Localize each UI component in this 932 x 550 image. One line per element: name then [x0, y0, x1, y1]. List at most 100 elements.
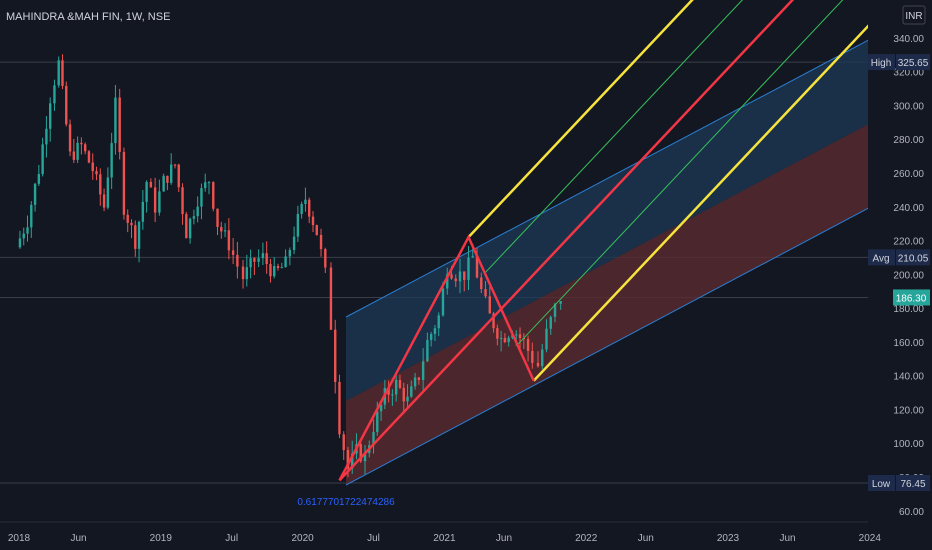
candle[interactable] — [68, 124, 72, 152]
channel-upper-line[interactable] — [345, 28, 892, 318]
candle[interactable] — [507, 337, 510, 343]
candle[interactable] — [437, 315, 440, 329]
level-name-tag[interactable] — [868, 474, 895, 491]
candle[interactable] — [95, 171, 98, 175]
candle[interactable] — [526, 338, 530, 351]
candle[interactable] — [273, 266, 276, 277]
candle[interactable] — [204, 182, 207, 189]
candle[interactable] — [284, 256, 287, 268]
candle[interactable] — [137, 221, 141, 249]
candle[interactable] — [531, 350, 534, 363]
candle[interactable] — [484, 289, 487, 297]
candle[interactable] — [130, 222, 133, 226]
candle[interactable] — [245, 267, 249, 280]
candle[interactable] — [223, 230, 227, 232]
candle[interactable] — [413, 377, 417, 387]
candle[interactable] — [541, 349, 544, 367]
candle[interactable] — [280, 267, 284, 269]
candle[interactable] — [122, 151, 126, 215]
candle[interactable] — [515, 334, 518, 336]
candle[interactable] — [99, 174, 102, 195]
level-name-tag[interactable] — [868, 249, 895, 266]
candle[interactable] — [76, 142, 79, 160]
candle[interactable] — [471, 256, 474, 258]
candle[interactable] — [33, 183, 37, 205]
candle[interactable] — [450, 274, 453, 279]
candle[interactable] — [342, 434, 345, 451]
candle[interactable] — [253, 258, 256, 262]
candle[interactable] — [398, 379, 402, 388]
candle[interactable] — [402, 387, 405, 402]
candle[interactable] — [363, 452, 367, 462]
candle[interactable] — [261, 253, 265, 259]
candle[interactable] — [153, 187, 157, 213]
candle[interactable] — [65, 85, 68, 125]
pitchfork-median-line[interactable] — [338, 0, 932, 482]
candle[interactable] — [429, 334, 433, 340]
candle[interactable] — [173, 164, 177, 166]
candle[interactable] — [106, 177, 110, 208]
candle[interactable] — [110, 143, 113, 178]
candle[interactable] — [338, 381, 341, 435]
candle[interactable] — [149, 181, 153, 188]
last-price-tag[interactable] — [893, 289, 930, 306]
candle[interactable] — [18, 238, 22, 248]
candle[interactable] — [196, 206, 199, 217]
candle[interactable] — [421, 361, 425, 380]
candle[interactable] — [379, 404, 383, 412]
candle[interactable] — [83, 144, 87, 152]
candle[interactable] — [441, 288, 445, 316]
candle[interactable] — [87, 151, 91, 163]
candle[interactable] — [192, 216, 196, 219]
candle[interactable] — [249, 258, 252, 268]
candle[interactable] — [48, 103, 52, 129]
candle[interactable] — [334, 329, 337, 382]
level-value-tag[interactable] — [896, 54, 930, 71]
candle[interactable] — [480, 277, 483, 290]
candle[interactable] — [265, 253, 268, 265]
candle[interactable] — [177, 164, 180, 188]
candle[interactable] — [426, 339, 429, 362]
candle[interactable] — [311, 216, 315, 226]
candle[interactable] — [118, 97, 121, 152]
candle[interactable] — [410, 386, 413, 397]
candle[interactable] — [351, 453, 354, 469]
candle[interactable] — [499, 337, 503, 339]
candle[interactable] — [207, 182, 211, 184]
candle[interactable] — [91, 162, 94, 172]
pitchfork-inner-lower-line[interactable] — [517, 0, 932, 346]
candle[interactable] — [276, 266, 280, 268]
candle[interactable] — [559, 301, 562, 304]
candle[interactable] — [134, 225, 137, 249]
candle[interactable] — [458, 271, 462, 282]
candle[interactable] — [185, 214, 188, 239]
candle[interactable] — [72, 151, 76, 160]
candle[interactable] — [488, 296, 491, 314]
time-axis[interactable]: 2018 Jun 2019 Jul 2020 Jul 2021 Jun 2022 Jun 2023 J… — [0, 521, 881, 550]
level-name-tag[interactable] — [868, 54, 895, 71]
candle[interactable] — [315, 225, 318, 235]
candle[interactable] — [300, 203, 303, 214]
candle[interactable] — [308, 199, 311, 217]
channel-lower-line[interactable] — [345, 196, 892, 486]
candle[interactable] — [158, 191, 161, 213]
candle[interactable] — [220, 226, 223, 232]
pitchfork-lower-line[interactable] — [532, 0, 932, 382]
level-value-tag[interactable] — [896, 249, 930, 266]
candle[interactable] — [545, 328, 548, 350]
candle[interactable] — [463, 271, 466, 280]
candle[interactable] — [45, 128, 48, 145]
candle[interactable] — [57, 60, 60, 86]
candle[interactable] — [359, 444, 362, 462]
candle[interactable] — [181, 187, 184, 215]
candle[interactable] — [53, 85, 56, 104]
candle[interactable] — [467, 257, 470, 280]
candle[interactable] — [61, 60, 64, 86]
candle[interactable] — [216, 208, 219, 227]
candle[interactable] — [433, 328, 437, 335]
candle[interactable] — [503, 337, 507, 343]
candle[interactable] — [417, 377, 421, 380]
candle[interactable] — [536, 362, 540, 367]
candle[interactable] — [212, 182, 215, 209]
